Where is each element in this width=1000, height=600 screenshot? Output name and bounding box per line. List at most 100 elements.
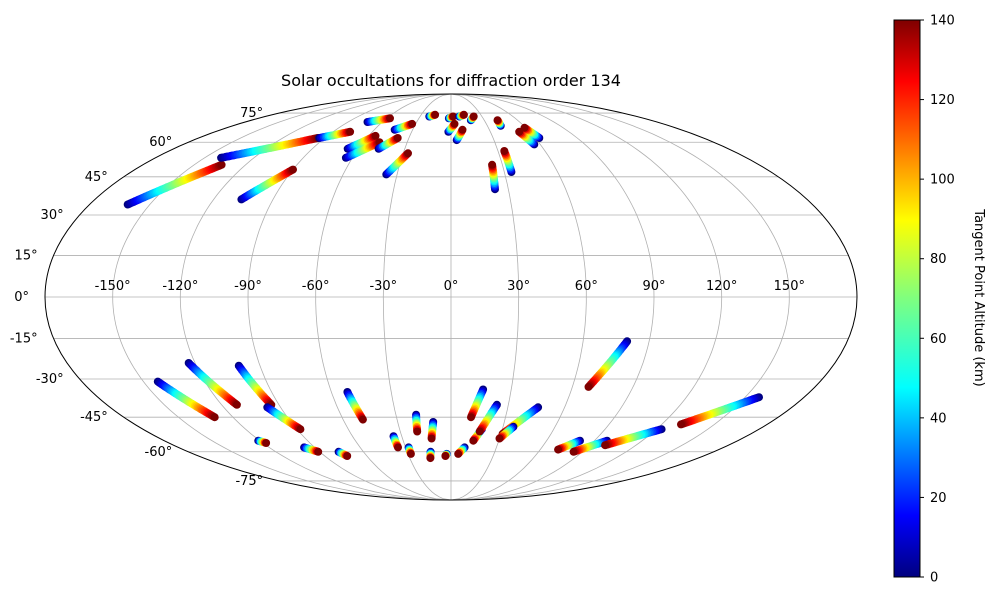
data-point [262, 439, 271, 447]
track-23 [184, 359, 241, 409]
colorbar-label: Tangent Point Altitude (km) [971, 208, 986, 386]
track-25 [263, 403, 305, 434]
track-39 [475, 400, 501, 436]
track-46 [677, 393, 763, 429]
data-point [210, 413, 219, 422]
lon-tick-label: 150° [774, 279, 805, 294]
lon-tick-label: 60° [575, 279, 598, 294]
data-point [386, 114, 394, 123]
lon-tick-label: 30° [507, 279, 530, 294]
track-31 [404, 443, 415, 458]
track-21 [520, 123, 544, 142]
lat-tick-label: 45° [85, 170, 108, 185]
track-30 [389, 432, 402, 452]
lat-tick-label: -75° [235, 474, 263, 489]
track-16 [466, 112, 478, 125]
track-5 [237, 165, 297, 204]
lat-tick-label: -45° [80, 410, 108, 425]
data-point [371, 131, 380, 140]
lat-tick-label: 0° [14, 290, 29, 305]
data-point [406, 449, 415, 458]
track-6 [343, 131, 380, 153]
track-4 [363, 114, 394, 126]
track-34 [426, 447, 435, 463]
data-point [467, 413, 475, 422]
track-24 [234, 361, 276, 409]
colorbar-tick-label: 60 [930, 332, 947, 347]
latitude-tick-labels: 75° 60° 45° 30° 15° 0° -15° -30° -45° -60° -75° [10, 106, 263, 489]
track-9 [374, 134, 402, 153]
data-point [569, 447, 578, 456]
data-point [500, 147, 509, 155]
lat-tick-label: 60° [149, 135, 172, 150]
data-point [458, 125, 467, 134]
track-8 [390, 119, 417, 134]
data-point [450, 119, 459, 128]
data-point [601, 441, 610, 450]
track-17 [488, 160, 499, 194]
data-point [431, 110, 440, 119]
track-19 [493, 116, 505, 130]
track-12 [444, 112, 458, 123]
data-point [677, 420, 685, 429]
lat-tick-label: 15° [15, 248, 38, 263]
data-point [495, 434, 504, 443]
track-35 [441, 449, 451, 460]
track-15 [455, 110, 468, 121]
data-point [408, 119, 417, 128]
colorbar [893, 19, 921, 578]
lat-tick-label: -15° [10, 332, 38, 347]
colorbar-tick-label: 140 [930, 14, 955, 29]
colorbar-tick-label: 0 [930, 571, 938, 586]
data-point [358, 415, 367, 424]
data-point [314, 447, 323, 456]
track-28 [334, 447, 352, 460]
lon-tick-label: -60° [302, 279, 330, 294]
data-point [217, 160, 226, 169]
lat-tick-label: 75° [240, 106, 263, 121]
lon-tick-label: -120° [162, 279, 198, 294]
data-point [469, 436, 478, 445]
track-2 [217, 134, 322, 162]
colorbar-tick-label: 120 [930, 93, 955, 108]
data-point [488, 160, 497, 169]
track-1 [123, 160, 226, 209]
track-41 [495, 422, 518, 443]
track-3 [315, 127, 355, 142]
data-point [475, 427, 484, 436]
track-7 [341, 138, 384, 162]
track-32 [412, 410, 422, 436]
data-point [343, 452, 352, 460]
longitude-tick-labels: -150° -120° -90° -60° -30° 0° 30° 60° 90° 120° 150… [95, 279, 805, 294]
data-point [393, 134, 402, 142]
data-point [427, 434, 436, 443]
colorbar-ticks: 0 20 40 60 80 100 120 140 [920, 14, 955, 586]
data-point [584, 382, 593, 391]
data-point [404, 149, 412, 158]
track-36 [454, 443, 469, 458]
lon-tick-label: -150° [95, 279, 131, 294]
data-point [413, 427, 422, 436]
data-point [459, 110, 468, 119]
lat-tick-label: 30° [41, 208, 64, 223]
lon-tick-label: -90° [234, 279, 262, 294]
data-point [394, 443, 402, 452]
track-13 [444, 119, 459, 136]
lat-tick-label: -60° [145, 445, 173, 460]
lon-tick-label: 90° [642, 279, 665, 294]
chart-title: Solar occultations for diffraction order… [281, 71, 621, 90]
graticule-grid [45, 94, 857, 500]
data-point [469, 112, 478, 121]
track-18 [500, 147, 516, 176]
data-point [441, 452, 450, 460]
track-26 [254, 436, 271, 447]
track-14 [452, 125, 467, 145]
track-29 [343, 388, 367, 424]
colorbar-tick-label: 20 [930, 491, 947, 506]
track-33 [427, 418, 438, 443]
lon-tick-label: 0° [444, 279, 459, 294]
map-outline [44, 93, 858, 501]
data-point [449, 112, 458, 121]
colorbar-tick-label: 80 [930, 252, 947, 267]
